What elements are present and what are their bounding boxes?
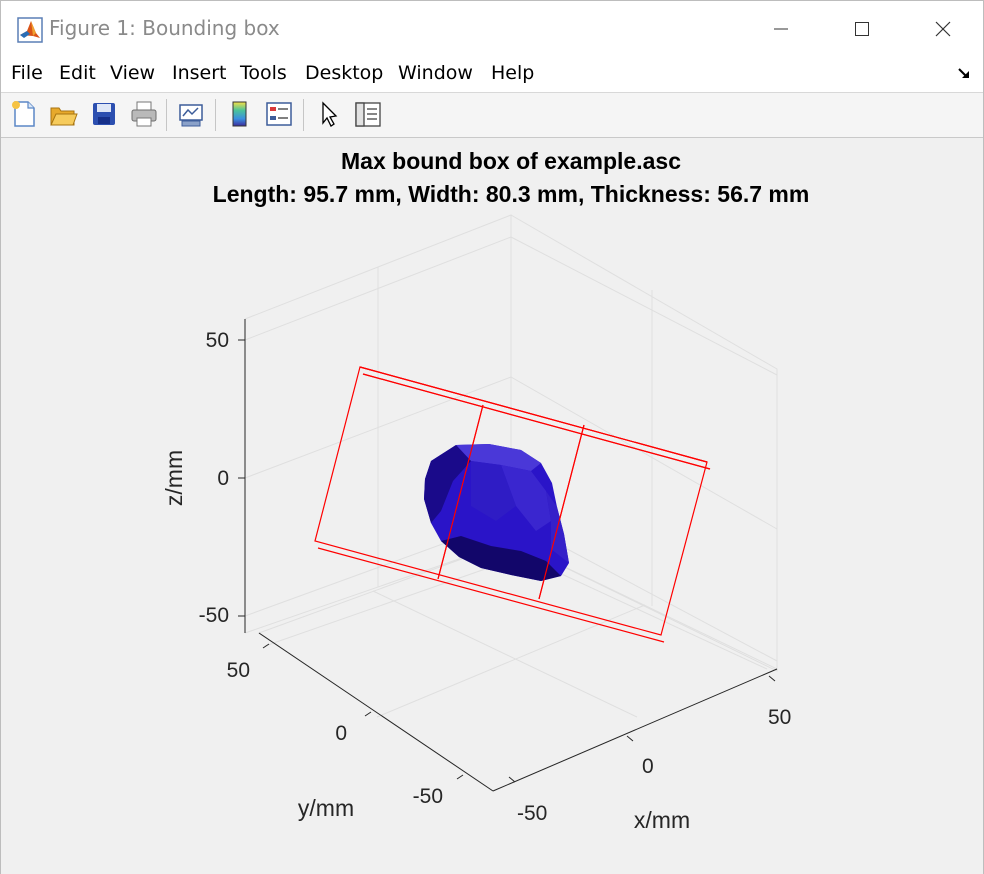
maximize-icon [855, 22, 869, 36]
axes-grid [244, 214, 779, 792]
toolbar-separator [303, 99, 304, 131]
bounding-box-front [359, 366, 711, 600]
new-file-icon[interactable] [9, 99, 39, 129]
figure-canvas[interactable]: Max bound box of example.asc Length: 95.… [1, 138, 983, 874]
y-axis-label: y/mm [298, 795, 354, 821]
printer-icon[interactable] [129, 99, 159, 129]
minimize-icon [774, 28, 788, 30]
x-tick-label: 50 [768, 706, 791, 729]
title-bar[interactable]: Figure 1: Bounding box [1, 1, 983, 55]
plot-title-line1: Max bound box of example.asc [341, 148, 681, 174]
property-inspector-icon[interactable] [353, 99, 383, 129]
axes-3d[interactable]: Max bound box of example.asc Length: 95.… [1, 138, 983, 874]
menu-desktop[interactable]: Desktop [305, 62, 384, 84]
menu-bar: File Edit View Insert Tools Desktop Wind… [1, 55, 983, 93]
z-tick-label: 0 [217, 467, 229, 490]
maximize-button[interactable] [842, 11, 882, 47]
menu-tools[interactable]: Tools [240, 62, 287, 84]
menu-insert[interactable]: Insert [172, 62, 227, 84]
y-tick-label: 50 [227, 659, 250, 682]
x-tick-label: 0 [642, 755, 654, 778]
plot-title-line2: Length: 95.7 mm, Width: 80.3 mm, Thickne… [213, 181, 810, 207]
x-tick-label: -50 [517, 802, 547, 825]
cursor-arrow-icon[interactable] [314, 99, 344, 129]
axis-lines [238, 319, 778, 792]
minimize-button[interactable] [761, 11, 801, 47]
legend-icon[interactable] [264, 99, 294, 129]
close-icon [935, 21, 951, 37]
z-tick-label: -50 [199, 604, 229, 627]
z-tick-label: 50 [206, 329, 229, 352]
toolbar-separator [215, 99, 216, 131]
menu-window[interactable]: Window [398, 62, 473, 84]
x-axis-label: x/mm [634, 807, 690, 833]
toolbar-separator [166, 99, 167, 131]
link-plot-icon[interactable] [176, 99, 206, 129]
menu-edit[interactable]: Edit [59, 62, 96, 84]
rock-surface [424, 444, 569, 581]
figure-toolbar [1, 93, 983, 138]
folder-open-icon[interactable] [48, 99, 78, 129]
menu-help[interactable]: Help [491, 62, 535, 84]
close-button[interactable] [923, 11, 963, 47]
floppy-disk-icon[interactable] [89, 99, 119, 129]
matlab-logo-icon [17, 17, 43, 43]
colorbar-icon[interactable] [225, 99, 255, 129]
y-tick-label: -50 [413, 785, 443, 808]
z-axis-label: z/mm [161, 450, 187, 506]
menu-file[interactable]: File [11, 62, 43, 84]
y-tick-label: 0 [335, 722, 347, 745]
dock-figure-icon[interactable] [957, 65, 973, 81]
window-title: Figure 1: Bounding box [49, 16, 280, 40]
menu-view[interactable]: View [110, 62, 156, 84]
